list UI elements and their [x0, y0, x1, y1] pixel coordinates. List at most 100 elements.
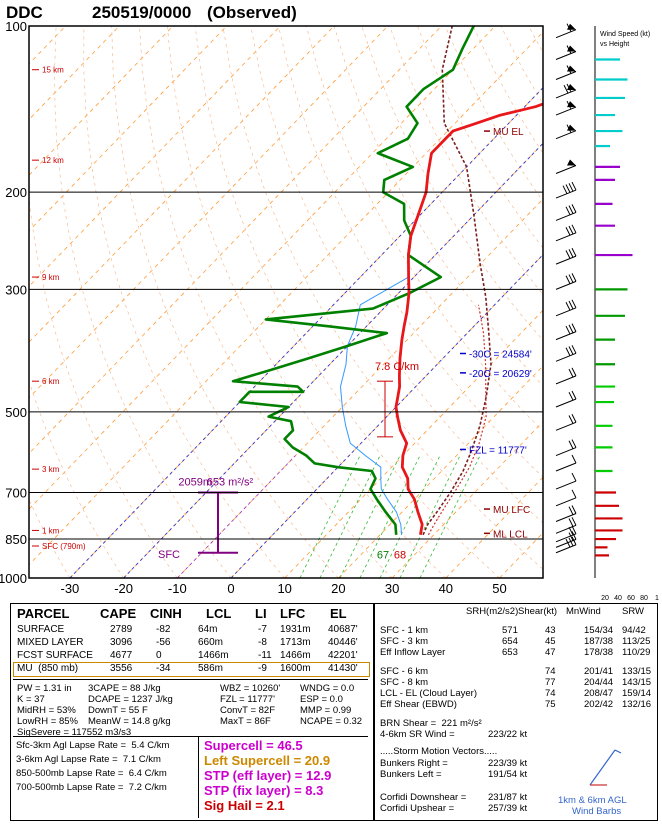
barb-flag	[568, 205, 574, 214]
sfc-label: SFC	[158, 549, 180, 561]
barb-flag	[565, 325, 571, 335]
barb-flag	[571, 525, 577, 535]
wind-barb	[555, 345, 577, 362]
wind-barb	[555, 454, 577, 472]
barb-flag	[565, 538, 571, 548]
dry-adiabat	[472, 26, 543, 154]
pressure-tick-label: 1000	[0, 571, 27, 586]
parcel-cell: 41430'	[328, 663, 358, 674]
wind-barb	[555, 299, 577, 317]
sfc-td-value: 67	[377, 550, 389, 562]
mixing-ratio-line	[299, 455, 361, 578]
kinematic-cell: Eff Shear (EBWD)	[380, 699, 457, 710]
barb-staff	[555, 51, 577, 60]
kinematic-cell: 77	[545, 677, 556, 688]
barb-flag	[571, 489, 577, 499]
wind-barb	[555, 23, 577, 39]
barb-flag	[565, 226, 571, 236]
barb-flag	[565, 184, 571, 193]
index-value: NCAPE = 0.32	[300, 716, 363, 727]
dry-adiabat	[139, 26, 393, 578]
barb-flag	[571, 323, 577, 332]
parcel-box	[10, 603, 374, 821]
parcel-cell: 0	[156, 650, 162, 661]
mu-el-label: MU EL	[493, 127, 524, 138]
index-value: MMP = 0.99	[300, 705, 352, 716]
barb-flag	[568, 532, 574, 541]
divider	[13, 736, 368, 737]
height-label: 15 km	[42, 66, 64, 75]
wind-barb	[555, 83, 577, 99]
barb-staff	[555, 29, 577, 39]
barb-flag	[568, 506, 574, 515]
barb-flag	[566, 23, 572, 32]
parcel-header: EL	[330, 606, 347, 621]
barb-staff	[555, 497, 577, 507]
dry-adiabat	[29, 380, 124, 578]
barb-flag	[571, 505, 577, 514]
composite-index: STP (fix layer) = 8.3	[204, 783, 324, 798]
barb-flag	[571, 224, 577, 234]
mu-highlight	[13, 662, 370, 677]
parcel-cell: 2789	[110, 624, 133, 635]
kinematic-cell: 204/44	[584, 677, 614, 688]
motion-label: Bunkers Left =	[380, 769, 442, 780]
parcel-header: LCL	[206, 606, 232, 621]
kinematic-cell: SFC - 3 km	[380, 636, 429, 647]
pressure-tick-label: 700	[5, 485, 27, 500]
barb-staff	[555, 280, 577, 290]
parcel-cell: -56	[156, 637, 171, 648]
wind-barb	[555, 100, 577, 116]
kinematic-cell: 45	[545, 636, 556, 647]
kinematic-cell: 154/34	[584, 625, 614, 636]
isotherm	[29, 31, 543, 566]
index-value: FZL = 11777'	[220, 694, 275, 705]
index-value: PW = 1.31 in	[17, 683, 72, 694]
index-value: ConvT = 82F	[220, 705, 276, 716]
barb-staff	[555, 307, 577, 317]
parcel-cell: 1466m	[280, 650, 311, 661]
barb-flag	[568, 537, 574, 547]
parcel-cell: -34	[156, 663, 171, 674]
kinematic-header: SRW	[622, 606, 644, 617]
barb-flag	[565, 250, 571, 259]
barb-staff	[555, 71, 577, 80]
dry-adiabat	[83, 26, 285, 578]
fzl-label: FZL = 11777'	[469, 445, 527, 456]
parcel-cell: 40687'	[328, 624, 358, 635]
temp-tick-label: 0	[227, 581, 234, 596]
barb-staff	[555, 89, 577, 99]
composite-index: Left Supercell = 20.9	[204, 753, 331, 768]
dry-adiabat	[444, 26, 543, 202]
wind-barb	[555, 45, 577, 60]
motion-label: Corfidi Upshear =	[380, 803, 455, 814]
barb-flag	[566, 124, 572, 133]
wind-barb	[555, 367, 577, 385]
parcel-cell: 3556	[110, 663, 133, 674]
wind-barb	[555, 65, 577, 80]
parcel-header: LFC	[280, 606, 306, 621]
moist-adiabat	[177, 455, 296, 578]
wind-barb	[555, 273, 577, 290]
wind-barb	[555, 489, 577, 507]
isotherm	[230, 254, 543, 578]
barb-flag	[565, 206, 571, 216]
divider	[198, 736, 199, 818]
barb-staff	[555, 398, 577, 408]
wind-barb	[555, 525, 577, 543]
motion-value: 257/39 kt	[488, 803, 528, 814]
temp-tick-label: 30	[385, 581, 399, 596]
lapse-rate-value: 700-500mb Lapse Rate = 7.2 C/km	[16, 782, 167, 793]
kinematic-header: SRH(m2/s2)	[466, 606, 519, 617]
parcel-cell: -7	[258, 624, 267, 635]
barb-staff	[555, 106, 577, 116]
kinematic-cell: 43	[545, 625, 556, 636]
barb-flag	[562, 185, 568, 194]
wind-barb	[555, 181, 577, 199]
ml-lcl-label: ML LCL	[493, 529, 528, 540]
wind-legend-title: Wind Speed (kt)	[600, 31, 650, 38]
barb-flag	[571, 472, 577, 482]
height-label: 9 km	[42, 273, 60, 282]
wind-scale-label: 20	[601, 595, 609, 602]
kinematic-cell: 571	[502, 625, 518, 636]
